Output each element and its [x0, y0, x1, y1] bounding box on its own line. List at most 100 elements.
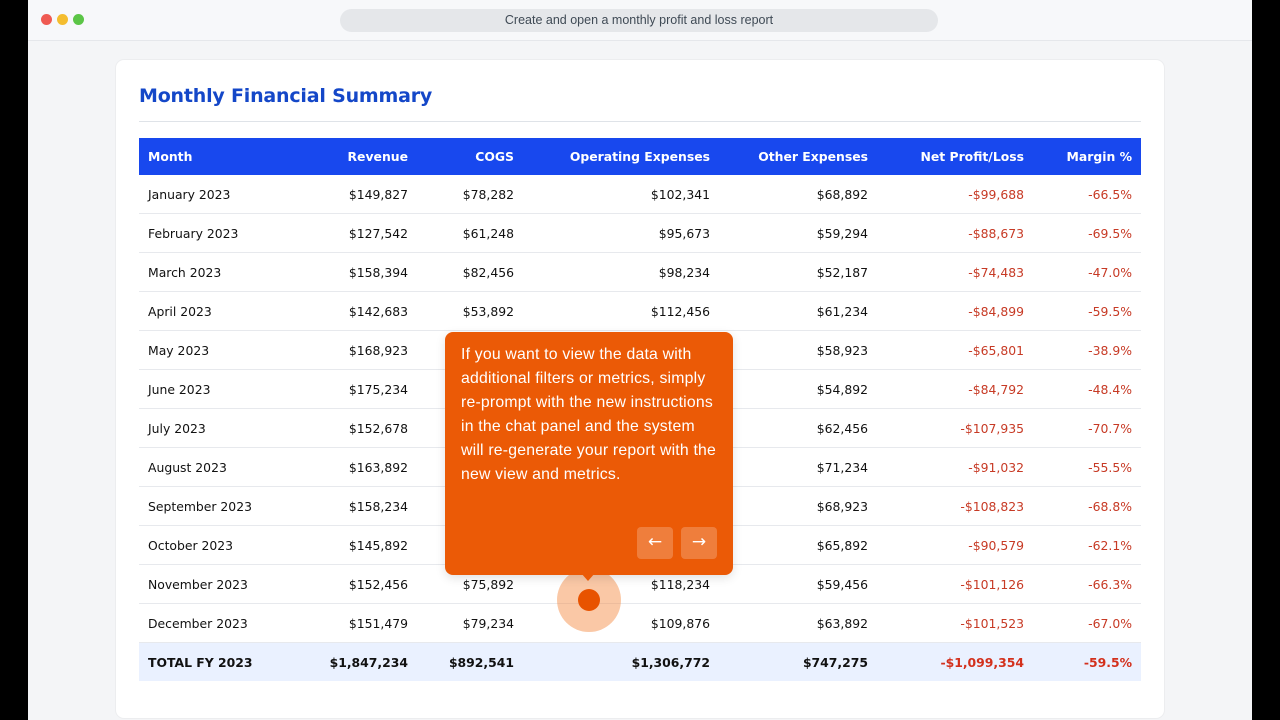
cell-other-expenses: $68,923 [719, 486, 877, 526]
total-operating-expenses: $1,306,772 [523, 642, 719, 681]
arrow-left-icon: ← [647, 532, 663, 552]
close-window-icon[interactable] [41, 14, 52, 25]
total-row: TOTAL FY 2023 $1,847,234 $892,541 $1,306… [139, 642, 1141, 681]
cell-month: September 2023 [139, 486, 309, 526]
cell-month: February 2023 [139, 213, 309, 253]
header-operating-expenses: Operating Expenses [523, 138, 719, 175]
cell-other-expenses: $61,234 [719, 291, 877, 331]
total-other-expenses: $747,275 [719, 642, 877, 681]
cell-cogs: $79,234 [417, 603, 523, 643]
browser-window: Create and open a monthly profit and los… [28, 0, 1252, 720]
cell-other-expenses: $54,892 [719, 369, 877, 409]
cell-margin: -66.5% [1033, 175, 1141, 214]
header-month: Month [139, 138, 309, 175]
cell-operating-expenses: $102,341 [523, 175, 719, 214]
cell-month: January 2023 [139, 175, 309, 214]
cell-net-profit-loss: -$99,688 [877, 175, 1033, 214]
cell-other-expenses: $71,234 [719, 447, 877, 487]
cell-month: December 2023 [139, 603, 309, 643]
cell-margin: -47.0% [1033, 252, 1141, 292]
cell-month: June 2023 [139, 369, 309, 409]
cell-revenue: $163,892 [309, 447, 417, 487]
cell-margin: -68.8% [1033, 486, 1141, 526]
header-revenue: Revenue [309, 138, 417, 175]
cell-operating-expenses: $109,876 [523, 603, 719, 643]
cell-month: April 2023 [139, 291, 309, 331]
cell-revenue: $145,892 [309, 525, 417, 565]
total-label: TOTAL FY 2023 [139, 642, 309, 681]
report-title: Monthly Financial Summary [139, 85, 433, 107]
cell-revenue: $158,394 [309, 252, 417, 292]
total-net-profit-loss: -$1,099,354 [877, 642, 1033, 681]
cell-month: May 2023 [139, 330, 309, 370]
cell-net-profit-loss: -$91,032 [877, 447, 1033, 487]
cell-month: November 2023 [139, 564, 309, 604]
cell-net-profit-loss: -$90,579 [877, 525, 1033, 565]
cell-margin: -55.5% [1033, 447, 1141, 487]
hotspot-beacon[interactable] [557, 568, 621, 632]
report-card: Monthly Financial Summary Month Revenue … [116, 60, 1164, 718]
cell-other-expenses: $59,294 [719, 213, 877, 253]
cell-month: March 2023 [139, 252, 309, 292]
table-row: January 2023 $149,827 $78,282 $102,341 $68,8… [139, 175, 1141, 214]
tooltip-prev-button[interactable]: ← [637, 527, 673, 559]
table-row: November 2023 $152,456 $75,892 $118,234 $59,… [139, 564, 1141, 604]
table-row: December 2023 $151,479 $79,234 $109,876 $63,… [139, 603, 1141, 643]
title-divider [139, 121, 1141, 122]
total-margin: -59.5% [1033, 642, 1141, 681]
cell-margin: -67.0% [1033, 603, 1141, 643]
address-bar[interactable]: Create and open a monthly profit and los… [340, 9, 938, 32]
cell-revenue: $127,542 [309, 213, 417, 253]
cell-margin: -38.9% [1033, 330, 1141, 370]
cell-margin: -59.5% [1033, 291, 1141, 331]
cell-net-profit-loss: -$107,935 [877, 408, 1033, 448]
cell-other-expenses: $68,892 [719, 175, 877, 214]
cell-other-expenses: $58,923 [719, 330, 877, 370]
table-row: February 2023 $127,542 $61,248 $95,673 $59,2… [139, 213, 1141, 253]
cell-cogs: $82,456 [417, 252, 523, 292]
cell-margin: -66.3% [1033, 564, 1141, 604]
financial-summary-table: Month Revenue COGS Operating Expenses Ot… [139, 138, 1141, 681]
cell-other-expenses: $52,187 [719, 252, 877, 292]
cell-revenue: $175,234 [309, 369, 417, 409]
cell-margin: -62.1% [1033, 525, 1141, 565]
cell-operating-expenses: $98,234 [523, 252, 719, 292]
cell-net-profit-loss: -$84,899 [877, 291, 1033, 331]
cell-revenue: $152,456 [309, 564, 417, 604]
table-row: April 2023 $142,683 $53,892 $112,456 $61,234… [139, 291, 1141, 331]
cell-net-profit-loss: -$101,126 [877, 564, 1033, 604]
header-net-profit-loss: Net Profit/Loss [877, 138, 1033, 175]
cell-other-expenses: $59,456 [719, 564, 877, 604]
table-header-row: Month Revenue COGS Operating Expenses Ot… [139, 138, 1141, 175]
tooltip-message: If you want to view the data with additi… [461, 346, 716, 483]
cell-revenue: $142,683 [309, 291, 417, 331]
cell-revenue: $151,479 [309, 603, 417, 643]
header-cogs: COGS [417, 138, 523, 175]
cell-revenue: $168,923 [309, 330, 417, 370]
arrow-right-icon: → [691, 532, 707, 552]
tooltip-next-button[interactable]: → [681, 527, 717, 559]
minimize-window-icon[interactable] [57, 14, 68, 25]
total-cogs: $892,541 [417, 642, 523, 681]
cell-net-profit-loss: -$84,792 [877, 369, 1033, 409]
cell-other-expenses: $63,892 [719, 603, 877, 643]
cell-revenue: $149,827 [309, 175, 417, 214]
cell-other-expenses: $65,892 [719, 525, 877, 565]
cell-net-profit-loss: -$101,523 [877, 603, 1033, 643]
cell-net-profit-loss: -$74,483 [877, 252, 1033, 292]
cell-net-profit-loss: -$65,801 [877, 330, 1033, 370]
cell-margin: -69.5% [1033, 213, 1141, 253]
header-margin: Margin % [1033, 138, 1141, 175]
tooltip-pointer [581, 573, 595, 581]
cell-cogs: $53,892 [417, 291, 523, 331]
total-revenue: $1,847,234 [309, 642, 417, 681]
cell-net-profit-loss: -$108,823 [877, 486, 1033, 526]
maximize-window-icon[interactable] [73, 14, 84, 25]
header-other-expenses: Other Expenses [719, 138, 877, 175]
cell-margin: -48.4% [1033, 369, 1141, 409]
table-body: January 2023 $149,827 $78,282 $102,341 $68,8… [139, 175, 1141, 643]
hotspot-beacon-dot[interactable] [578, 589, 600, 611]
table-row: March 2023 $158,394 $82,456 $98,234 $52,187-… [139, 252, 1141, 292]
cell-cogs: $78,282 [417, 175, 523, 214]
cell-month: July 2023 [139, 408, 309, 448]
